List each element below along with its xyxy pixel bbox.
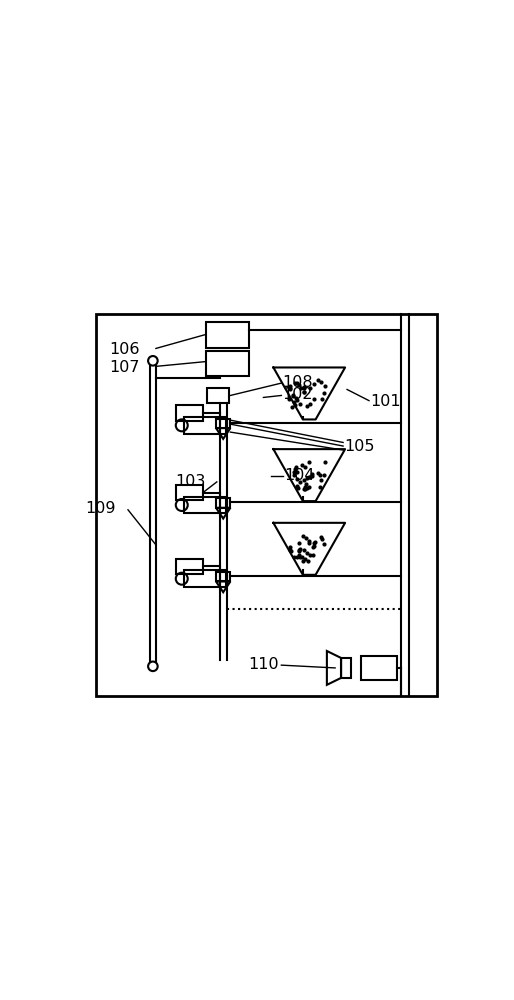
Text: 108: 108 bbox=[283, 375, 313, 390]
Bar bbox=[207, 388, 229, 403]
Text: 110: 110 bbox=[249, 657, 280, 672]
Bar bbox=[184, 497, 226, 513]
Bar bbox=[206, 322, 249, 348]
Text: 102: 102 bbox=[283, 387, 313, 402]
Bar bbox=[216, 572, 230, 581]
Text: 106: 106 bbox=[109, 342, 140, 357]
Bar bbox=[176, 405, 203, 421]
Text: 103: 103 bbox=[176, 474, 206, 489]
Text: 109: 109 bbox=[85, 501, 116, 516]
Bar bbox=[176, 559, 203, 574]
Bar bbox=[206, 351, 249, 376]
Bar bbox=[96, 314, 437, 696]
Text: 101: 101 bbox=[370, 394, 401, 409]
Text: 104: 104 bbox=[285, 468, 315, 483]
Bar bbox=[184, 417, 226, 434]
Bar bbox=[216, 419, 230, 428]
Text: 107: 107 bbox=[109, 360, 140, 375]
Text: 105: 105 bbox=[344, 439, 375, 454]
Bar bbox=[216, 498, 230, 508]
Bar bbox=[184, 570, 226, 587]
Bar bbox=[341, 658, 351, 678]
Bar bbox=[361, 656, 397, 680]
Bar bbox=[176, 485, 203, 500]
